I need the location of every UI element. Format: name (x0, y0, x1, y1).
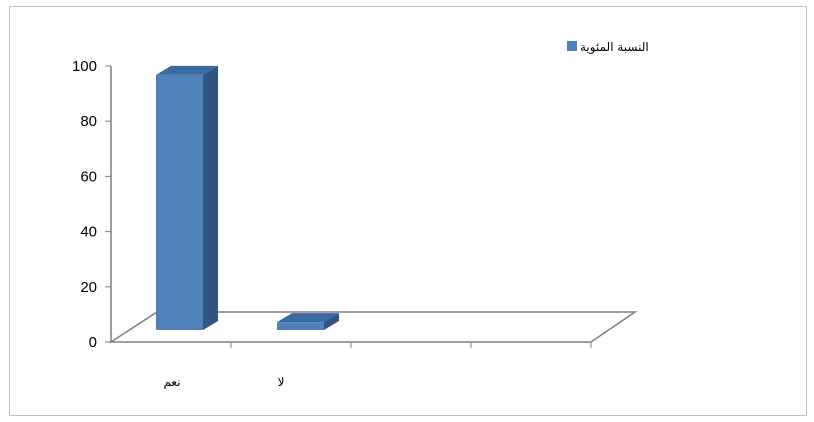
bar-front (156, 74, 203, 330)
bar-top (277, 313, 339, 323)
bar-front (277, 322, 324, 330)
category-axis: نعم لا (163, 375, 284, 389)
value-axis: 0 20 40 60 80 100 (72, 58, 112, 351)
bar (156, 65, 218, 330)
value-tick-label: 100 (72, 58, 97, 75)
floor-outline (108, 311, 638, 343)
category-label: نعم (163, 375, 180, 389)
value-tick-label: 60 (80, 168, 97, 185)
bar-side (324, 313, 339, 330)
value-tick-label: 20 (80, 279, 97, 296)
legend: النسبة المئوية (567, 40, 649, 55)
legend-swatch (567, 41, 577, 51)
bar-series (156, 65, 339, 330)
bar-top (156, 65, 218, 75)
legend-label: النسبة المئوية (580, 40, 649, 55)
value-tick-label: 40 (80, 224, 97, 241)
bar (277, 313, 339, 330)
chart-frame (9, 6, 807, 416)
chart-floor (108, 311, 638, 348)
category-label: لا (278, 375, 285, 389)
bar-side (203, 65, 218, 330)
value-tick-label: 80 (80, 113, 97, 130)
value-tick-label: 0 (89, 334, 97, 351)
